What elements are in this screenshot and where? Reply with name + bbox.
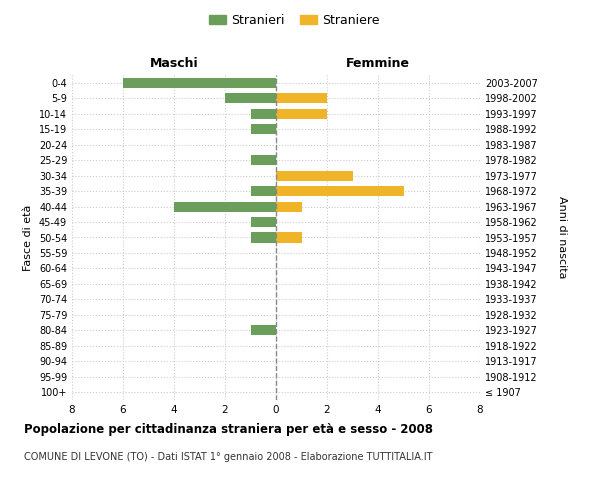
Bar bbox=[251, 232, 276, 242]
Legend: Stranieri, Straniere: Stranieri, Straniere bbox=[203, 8, 385, 32]
Bar bbox=[251, 108, 276, 118]
Bar bbox=[251, 326, 276, 336]
Y-axis label: Anni di nascita: Anni di nascita bbox=[557, 196, 567, 279]
Bar bbox=[251, 186, 276, 196]
Bar bbox=[276, 93, 327, 103]
Bar bbox=[251, 217, 276, 227]
Text: Maschi: Maschi bbox=[149, 58, 199, 70]
Text: Femmine: Femmine bbox=[346, 58, 410, 70]
Bar bbox=[123, 78, 276, 88]
Bar bbox=[276, 108, 327, 118]
Bar bbox=[276, 186, 404, 196]
Bar bbox=[276, 232, 302, 242]
Y-axis label: Fasce di età: Fasce di età bbox=[23, 204, 33, 270]
Bar bbox=[174, 202, 276, 211]
Text: COMUNE DI LEVONE (TO) - Dati ISTAT 1° gennaio 2008 - Elaborazione TUTTITALIA.IT: COMUNE DI LEVONE (TO) - Dati ISTAT 1° ge… bbox=[24, 452, 433, 462]
Bar bbox=[276, 202, 302, 211]
Bar bbox=[251, 155, 276, 165]
Bar bbox=[251, 124, 276, 134]
Bar bbox=[225, 93, 276, 103]
Text: Popolazione per cittadinanza straniera per età e sesso - 2008: Popolazione per cittadinanza straniera p… bbox=[24, 422, 433, 436]
Bar bbox=[276, 170, 353, 180]
